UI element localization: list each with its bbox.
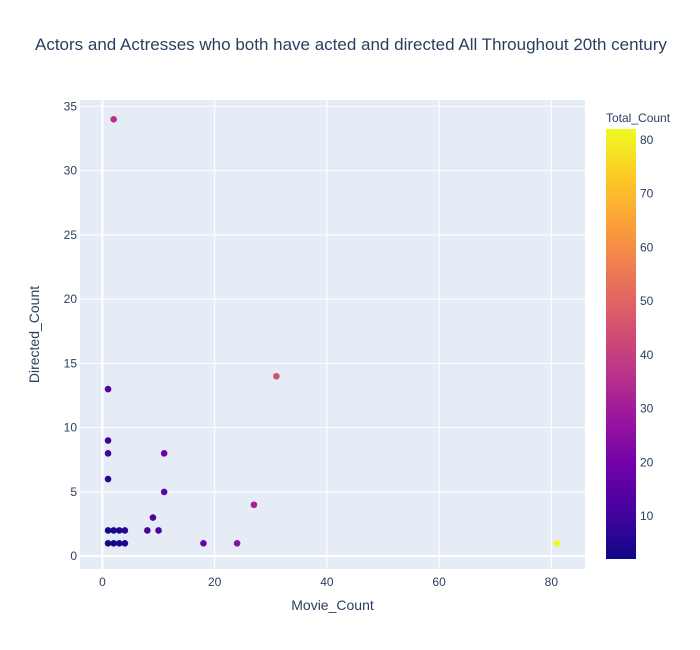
x-tick-label: 20 <box>208 575 222 589</box>
y-tick-label: 5 <box>70 485 77 499</box>
colorbar-tick-label: 70 <box>640 187 654 201</box>
x-tick-label: 80 <box>545 575 559 589</box>
data-point[interactable] <box>104 540 112 547</box>
y-tick-label: 35 <box>64 99 78 113</box>
y-tick-label: 15 <box>64 356 78 370</box>
colorbar-tick-label: 80 <box>640 133 654 147</box>
data-point[interactable] <box>110 115 117 123</box>
data-point[interactable] <box>121 540 129 547</box>
data-point[interactable] <box>104 450 112 457</box>
data-points <box>104 115 561 547</box>
data-point[interactable] <box>160 450 168 457</box>
data-point[interactable] <box>149 514 157 521</box>
data-point[interactable] <box>155 527 162 534</box>
data-point[interactable] <box>200 540 207 547</box>
data-point[interactable] <box>104 527 112 534</box>
y-tick-label: 10 <box>64 421 78 435</box>
data-point[interactable] <box>553 540 561 547</box>
x-tick-label: 40 <box>320 575 334 589</box>
data-point[interactable] <box>250 501 258 509</box>
data-point[interactable] <box>110 540 117 547</box>
colorbar-ticks: 10 20 30 40 50 60 70 80 <box>640 133 654 523</box>
data-point[interactable] <box>233 540 241 547</box>
chart-title: Actors and Actresses who both have acted… <box>35 35 667 54</box>
colorbar-tick-label: 40 <box>640 348 654 362</box>
colorbar-tick-label: 60 <box>640 240 654 254</box>
data-point[interactable] <box>273 372 280 380</box>
x-axis-title: Movie_Count <box>291 597 374 613</box>
data-point[interactable] <box>110 527 117 534</box>
data-point[interactable] <box>104 437 112 444</box>
colorbar <box>606 129 636 559</box>
colorbar-tick-label: 10 <box>640 509 654 523</box>
grid-lines <box>80 100 585 569</box>
y-axis-ticks: 0 5 10 15 20 25 30 35 <box>64 99 78 563</box>
data-point[interactable] <box>121 527 129 534</box>
x-axis-ticks: 0 20 40 60 80 <box>99 575 558 589</box>
x-tick-label: 60 <box>432 575 446 589</box>
data-point[interactable] <box>104 385 112 393</box>
data-point[interactable] <box>160 488 168 496</box>
data-point[interactable] <box>115 540 123 547</box>
y-tick-label: 0 <box>70 549 77 563</box>
data-point[interactable] <box>104 475 112 483</box>
data-point[interactable] <box>144 527 151 534</box>
colorbar-tick-label: 50 <box>640 294 654 308</box>
colorbar-tick-label: 20 <box>640 455 654 469</box>
colorbar-tick-label: 30 <box>640 402 654 416</box>
y-axis-title: Directed_Count <box>26 286 42 383</box>
y-tick-label: 25 <box>64 228 78 242</box>
colorbar-title: Total_Count <box>606 111 671 125</box>
x-tick-label: 0 <box>99 575 106 589</box>
data-point[interactable] <box>115 527 123 534</box>
y-tick-label: 20 <box>64 292 78 306</box>
y-tick-label: 30 <box>64 164 78 178</box>
